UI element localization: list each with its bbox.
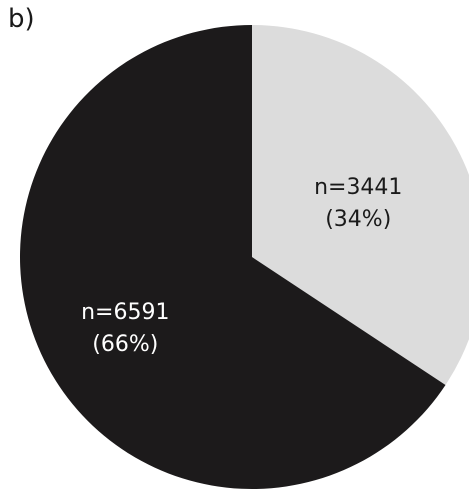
pie-slice-1 [19,25,446,489]
pie-slice-0 [252,25,469,385]
pie-labels: n=3441 (34%) n=6591 (66%) [81,175,402,357]
panel-label: b) [8,4,35,34]
slice-percent-label-1: (66%) [92,332,158,357]
slice-count-label-0: n=3441 [314,175,402,200]
slice-percent-label-0: (34%) [325,207,391,232]
pie-slices [19,25,469,489]
slice-count-label-1: n=6591 [81,300,169,325]
